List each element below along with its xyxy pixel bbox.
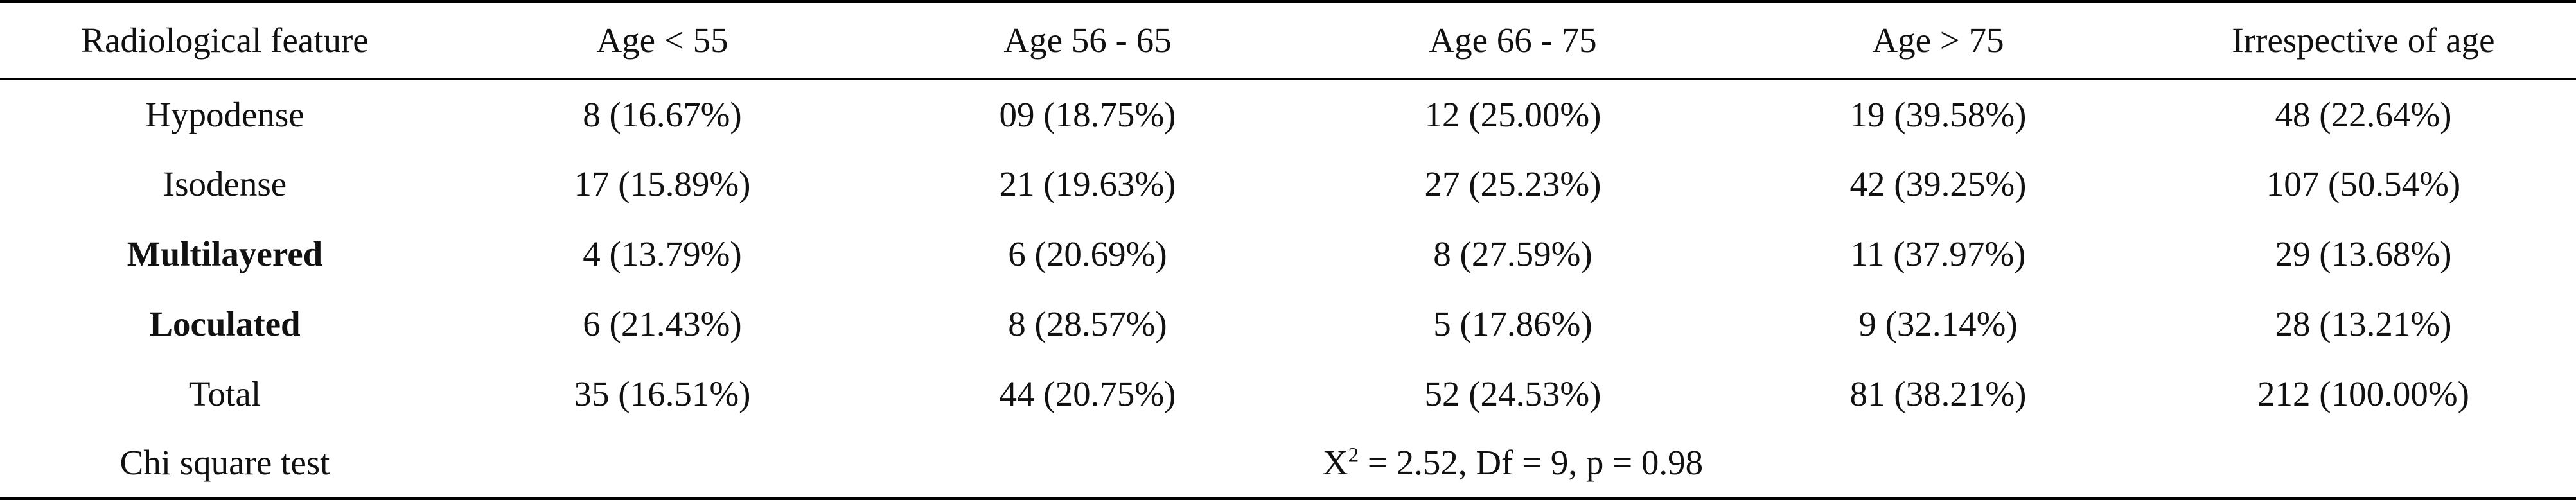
table-cell: 35 (16.51%)	[574, 374, 751, 413]
row-label: Total	[188, 374, 261, 413]
table-row-chi-square: Chi square test X2 = 2.52, Df = 9, p = 0…	[0, 428, 2576, 500]
table-cell: 8 (16.67%)	[583, 94, 742, 134]
header-row: Radiological feature Age < 55 Age 56 - 6…	[0, 1, 2576, 79]
table-cell: 28 (13.21%)	[2275, 304, 2452, 343]
table-cell: 48 (22.64%)	[2275, 94, 2452, 134]
chi-square-symbol: X	[1322, 443, 1348, 483]
table-cell: 9 (32.14%)	[1858, 304, 2018, 343]
header-radiological-feature: Radiological feature	[81, 21, 369, 60]
row-label: Hypodense	[145, 94, 304, 134]
header-age-66-75: Age 66 - 75	[1429, 21, 1597, 60]
table-cell: 44 (20.75%)	[999, 374, 1176, 413]
table-cell: 17 (15.89%)	[574, 164, 751, 203]
table-cell: 6 (20.69%)	[1008, 234, 1167, 273]
table-row-isodense: Isodense 17 (15.89%) 21 (19.63%) 27 (25.…	[0, 149, 2576, 219]
table-cell: 6 (21.43%)	[583, 304, 742, 343]
table-cell: 27 (25.23%)	[1424, 164, 1601, 203]
table-cell: 21 (19.63%)	[999, 164, 1176, 203]
table-cell: 4 (13.79%)	[583, 234, 742, 273]
table-cell: 12 (25.00%)	[1424, 94, 1601, 134]
table-row-total: Total 35 (16.51%) 44 (20.75%) 52 (24.53%…	[0, 359, 2576, 429]
table-cell: 11 (37.97%)	[1850, 234, 2026, 273]
table-cell: 212 (100.00%)	[2257, 374, 2469, 413]
table-cell: 8 (27.59%)	[1433, 234, 1592, 273]
table-row-hypodense: Hypodense 8 (16.67%) 09 (18.75%) 12 (25.…	[0, 79, 2576, 149]
table-cell: 5 (17.86%)	[1433, 304, 1592, 343]
row-label: Loculated	[149, 304, 301, 343]
header-irrespective-of-age: Irrespective of age	[2232, 21, 2495, 60]
table-cell: 09 (18.75%)	[999, 94, 1176, 134]
table-row-multilayered: Multilayered 4 (13.79%) 6 (20.69%) 8 (27…	[0, 219, 2576, 289]
table-cell: 8 (28.57%)	[1008, 304, 1167, 343]
chi-square-result: X2 = 2.52, Df = 9, p = 0.98	[450, 428, 2576, 500]
chi-square-values: = 2.52, Df = 9, p = 0.98	[1359, 443, 1704, 483]
header-age-56-65: Age 56 - 65	[1003, 21, 1172, 60]
table-cell: 81 (38.21%)	[1849, 374, 2027, 413]
chi-square-exponent: 2	[1348, 444, 1359, 467]
header-age-under-55: Age < 55	[596, 21, 728, 60]
table-cell: 52 (24.53%)	[1424, 374, 1601, 413]
chi-square-label: Chi square test	[0, 428, 450, 500]
row-label: Isodense	[163, 164, 287, 203]
table-row-loculated: Loculated 6 (21.43%) 8 (28.57%) 5 (17.86…	[0, 289, 2576, 359]
table-cell: 19 (39.58%)	[1849, 94, 2027, 134]
row-label: Multilayered	[127, 234, 323, 273]
table-cell: 107 (50.54%)	[2266, 164, 2461, 203]
table-cell: 42 (39.25%)	[1849, 164, 2027, 203]
header-age-over-75: Age > 75	[1872, 21, 2004, 60]
table-cell: 29 (13.68%)	[2275, 234, 2452, 273]
